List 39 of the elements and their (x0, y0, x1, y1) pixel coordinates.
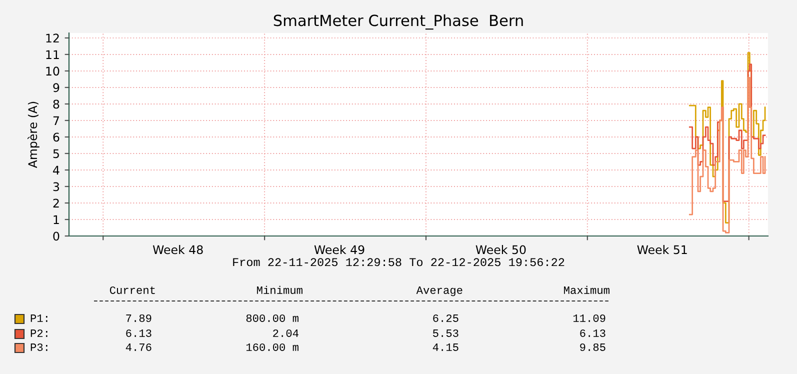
text: 800.00 m (246, 314, 298, 322)
text: 160.00 m (246, 343, 298, 351)
y-tick-label: 3 (53, 182, 60, 192)
text: 6.13 (126, 329, 152, 337)
text: Minimum (257, 286, 302, 294)
x-tick-label: Week 48 (152, 245, 203, 254)
y-axis-title: Ampère (A) (27, 102, 40, 168)
text: From 22-11-2025 12:29:58 To 22-12-2025 19:56:22 (233, 258, 564, 266)
y-tick-label: 5 (53, 149, 59, 158)
legend-label: P3: (30, 343, 48, 351)
y-tick-label: 0 (53, 232, 60, 241)
y-tick-label: 7 (53, 116, 59, 125)
text: 2.04 (273, 329, 298, 337)
y-tick-label: 11 (46, 50, 59, 59)
legend-label: P1: (30, 314, 48, 322)
y-tick-label: 12 (46, 34, 59, 42)
legend-label: P2: (30, 329, 48, 337)
text: Maximum (564, 286, 610, 294)
y-tick-label: 2 (53, 198, 59, 208)
chart-title: SmartMeter Current_Phase Bern (274, 14, 523, 30)
text: 7.89 (126, 314, 152, 322)
x-tick-label: Week 51 (637, 245, 687, 254)
x-tick-label: Week 49 (314, 245, 364, 254)
y-tick-label: 8 (53, 100, 60, 109)
text: 4.15 (432, 344, 458, 351)
text: 4.76 (126, 343, 152, 351)
y-tick-label: 1 (54, 215, 59, 224)
y-tick-label: 6 (53, 132, 60, 142)
text: Average (416, 286, 462, 296)
text: 6.25 (433, 314, 458, 322)
text: Current (110, 286, 155, 294)
text: 11.09 (573, 314, 606, 322)
y-tick-label: 10 (46, 66, 60, 76)
x-tick-label: Week 50 (476, 245, 526, 254)
text: 6.13 (580, 329, 606, 337)
y-tick-label: 4 (53, 166, 60, 174)
y-tick-label: 9 (53, 83, 60, 92)
text: 9.85 (580, 343, 606, 351)
text: 5.53 (433, 329, 458, 337)
